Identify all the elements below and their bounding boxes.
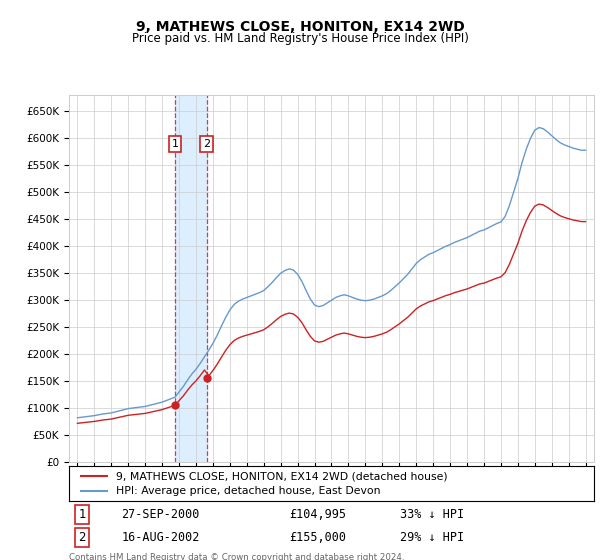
Text: 33% ↓ HPI: 33% ↓ HPI <box>400 508 464 521</box>
Text: 29% ↓ HPI: 29% ↓ HPI <box>400 531 464 544</box>
Text: 9, MATHEWS CLOSE, HONITON, EX14 2WD: 9, MATHEWS CLOSE, HONITON, EX14 2WD <box>136 20 464 34</box>
Text: £104,995: £104,995 <box>290 508 347 521</box>
Text: 1: 1 <box>172 139 178 149</box>
Bar <box>175 95 206 462</box>
Text: 16-AUG-2002: 16-AUG-2002 <box>121 531 200 544</box>
Text: 9, MATHEWS CLOSE, HONITON, EX14 2WD (detached house): 9, MATHEWS CLOSE, HONITON, EX14 2WD (det… <box>116 471 448 481</box>
Text: 2: 2 <box>203 139 210 149</box>
Text: Price paid vs. HM Land Registry's House Price Index (HPI): Price paid vs. HM Land Registry's House … <box>131 32 469 45</box>
Text: HPI: Average price, detached house, East Devon: HPI: Average price, detached house, East… <box>116 487 381 497</box>
Text: Contains HM Land Registry data © Crown copyright and database right 2024.
This d: Contains HM Land Registry data © Crown c… <box>69 553 404 560</box>
Text: 2: 2 <box>79 531 86 544</box>
Text: £155,000: £155,000 <box>290 531 347 544</box>
Text: 1: 1 <box>79 508 86 521</box>
Text: 27-SEP-2000: 27-SEP-2000 <box>121 508 200 521</box>
